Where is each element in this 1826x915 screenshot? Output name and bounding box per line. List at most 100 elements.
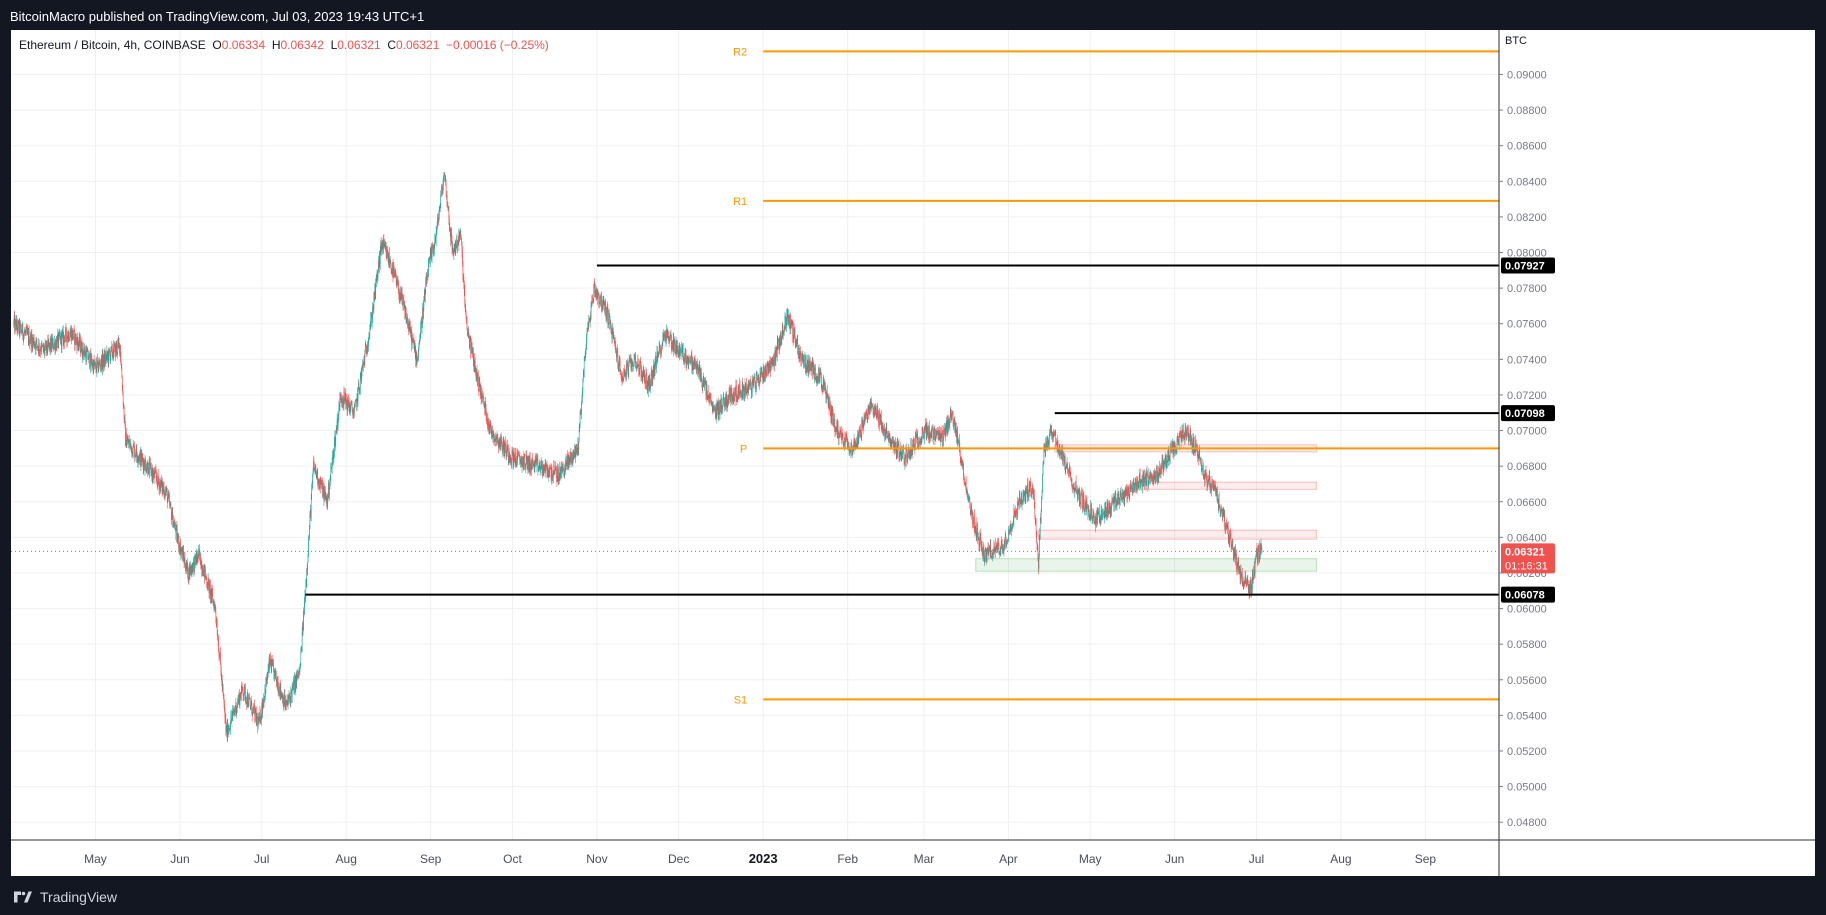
candle-body bbox=[699, 365, 700, 378]
candle-body bbox=[49, 342, 51, 350]
candle-body bbox=[759, 380, 760, 384]
candle-body bbox=[941, 431, 942, 437]
candle-body bbox=[965, 481, 967, 485]
candle-body bbox=[265, 679, 267, 695]
candle-body bbox=[526, 454, 527, 460]
candle-body bbox=[516, 465, 517, 466]
candle-body bbox=[502, 449, 504, 453]
candle-body bbox=[731, 388, 733, 399]
candle-body bbox=[424, 289, 426, 301]
candle-body bbox=[297, 670, 299, 675]
chart-area[interactable]: R2 R1 P S1 BTC 0.09000 0.08800 0.08600 0.08400 0.… bbox=[11, 30, 1815, 876]
candle-body bbox=[288, 695, 290, 697]
candle-body bbox=[1089, 516, 1091, 520]
candle-body bbox=[379, 248, 381, 264]
candle-body bbox=[959, 439, 960, 447]
candle-body bbox=[676, 345, 677, 354]
candle-body bbox=[1026, 489, 1028, 497]
candle-body bbox=[662, 337, 664, 345]
candle-body bbox=[909, 450, 911, 459]
candle-body bbox=[605, 301, 606, 306]
candle-body bbox=[363, 359, 365, 362]
candle-body bbox=[927, 427, 928, 435]
candle-body bbox=[1004, 539, 1006, 548]
candle-body bbox=[1107, 503, 1109, 514]
candle-body bbox=[217, 635, 218, 640]
candle-body bbox=[802, 354, 803, 359]
candle-body bbox=[258, 718, 259, 725]
candle-body bbox=[756, 374, 758, 380]
candle-body bbox=[169, 497, 170, 506]
candle-body bbox=[531, 462, 532, 470]
candle-body bbox=[290, 696, 291, 704]
candle-body bbox=[399, 297, 400, 299]
candle-body bbox=[907, 453, 908, 460]
candle-body bbox=[244, 685, 245, 695]
candle-body bbox=[450, 231, 451, 242]
candle-body bbox=[65, 329, 66, 339]
candle-body bbox=[119, 343, 120, 354]
candle-body bbox=[258, 717, 260, 725]
candle-body bbox=[252, 707, 254, 709]
candlestick-chart[interactable]: R2R1PS1BTC0.090000.088000.086000.084000.… bbox=[11, 30, 1815, 876]
candle-body bbox=[579, 423, 580, 427]
candle-body bbox=[195, 554, 196, 560]
candle-body bbox=[739, 383, 740, 395]
candle-body bbox=[337, 419, 338, 428]
candle-body bbox=[640, 364, 642, 378]
candle-body bbox=[1084, 505, 1085, 510]
candle-body bbox=[1049, 434, 1050, 446]
candle-body bbox=[16, 320, 17, 331]
candle-body bbox=[717, 403, 719, 417]
candle-body bbox=[340, 397, 342, 402]
candle-body bbox=[978, 537, 980, 546]
candle-body bbox=[815, 378, 817, 379]
candle-body bbox=[1118, 493, 1119, 495]
candle-body bbox=[448, 206, 450, 219]
candle-body bbox=[171, 516, 173, 520]
candle-body bbox=[1133, 482, 1134, 484]
candle-body bbox=[251, 713, 253, 716]
candle-body bbox=[1118, 503, 1120, 504]
candle-body bbox=[964, 483, 966, 486]
candle-body bbox=[1024, 494, 1026, 496]
candle-body bbox=[367, 346, 368, 350]
candle-body bbox=[1002, 547, 1003, 549]
candle-body bbox=[820, 371, 821, 374]
candle-body bbox=[436, 225, 438, 230]
candle-body bbox=[244, 685, 246, 688]
candle-body bbox=[1073, 487, 1075, 492]
candle-body bbox=[1119, 494, 1121, 503]
candle-body bbox=[740, 392, 741, 394]
candle-body bbox=[658, 355, 660, 357]
candle-body bbox=[155, 470, 157, 474]
candle-body bbox=[355, 399, 357, 401]
candle-body bbox=[41, 343, 43, 346]
candle-body bbox=[847, 444, 849, 447]
candle-body bbox=[979, 545, 980, 547]
candle-body bbox=[211, 590, 212, 598]
candle-body bbox=[749, 382, 751, 386]
candle-body bbox=[1060, 453, 1061, 454]
candle-body bbox=[525, 454, 527, 467]
candle-body bbox=[198, 549, 200, 550]
candle-body bbox=[278, 686, 280, 694]
candle-body bbox=[227, 722, 228, 738]
candle-body bbox=[453, 249, 455, 254]
candle-body bbox=[374, 292, 375, 300]
candle-body bbox=[394, 269, 395, 274]
candle-body bbox=[801, 354, 803, 358]
candle-body bbox=[1083, 495, 1085, 506]
candle-body bbox=[861, 420, 863, 427]
candle-body bbox=[991, 557, 992, 559]
candle-body bbox=[193, 559, 195, 572]
candle-body bbox=[775, 350, 776, 361]
candle-body bbox=[1125, 490, 1127, 494]
candle-body bbox=[465, 312, 467, 319]
candle-body bbox=[319, 484, 320, 489]
candle-body bbox=[42, 345, 44, 347]
candle-body bbox=[987, 549, 988, 552]
candle-body bbox=[960, 459, 962, 466]
candle-body bbox=[434, 238, 436, 246]
candle-body bbox=[299, 670, 300, 672]
